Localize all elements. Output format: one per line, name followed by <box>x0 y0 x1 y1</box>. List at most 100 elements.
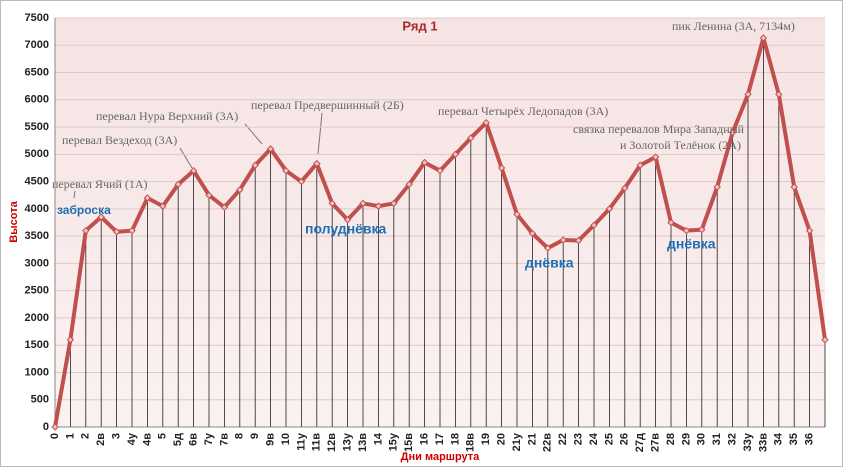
x-tick-label: 20 <box>496 433 508 445</box>
x-tick-label: 12в <box>326 433 338 452</box>
x-tick-label: 31 <box>711 433 723 445</box>
marker <box>497 164 506 172</box>
annotation: связка перевалов Мира Западный <box>573 122 745 136</box>
marker <box>66 336 75 344</box>
x-tick-label: 32 <box>727 433 739 445</box>
marker <box>744 90 752 99</box>
marker <box>51 423 59 431</box>
x-tick-label: 13в <box>357 433 369 452</box>
x-tick-label: 23 <box>573 433 585 445</box>
x-tick-label: 2 <box>80 433 92 439</box>
y-tick-label: 2500 <box>25 285 49 297</box>
marker <box>590 221 598 229</box>
marker <box>482 118 490 127</box>
marker <box>251 161 259 169</box>
annotation: перевал Ячий (1А) <box>52 177 148 191</box>
marker <box>205 191 213 199</box>
x-tick-label: 3 <box>111 433 123 439</box>
marker <box>651 153 660 161</box>
marker <box>636 161 644 169</box>
x-tick-label: 4у <box>126 432 138 445</box>
x-tick-label: 22в <box>542 433 554 452</box>
y-tick-label: 7500 <box>25 12 49 24</box>
marker <box>451 150 460 159</box>
x-tick-label: 29 <box>680 433 692 445</box>
x-tick-label: 2в <box>95 433 107 446</box>
x-tick-label: 21 <box>526 433 538 445</box>
x-tick-label: 33в <box>757 433 769 452</box>
note: полуднёвка <box>305 221 387 237</box>
x-tick-label: 10 <box>280 433 292 445</box>
marker <box>436 166 444 175</box>
x-tick-label: 14 <box>372 432 384 445</box>
marker <box>713 183 721 191</box>
arrow <box>317 112 323 155</box>
marker <box>667 218 675 227</box>
annotation: перевал Нура Верхний (3А) <box>96 109 238 123</box>
arrow <box>179 147 193 169</box>
marker <box>513 210 521 219</box>
note: днёвка <box>525 255 574 271</box>
y-tick-label: 6000 <box>25 94 49 106</box>
x-tick-label: 6в <box>188 433 200 446</box>
x-tick-label: 35 <box>788 433 800 445</box>
marker <box>821 336 829 344</box>
marker <box>728 128 737 137</box>
x-tick-label: 18 <box>449 433 461 445</box>
x-tick-label: 9в <box>265 433 277 446</box>
marker <box>682 226 691 235</box>
marker <box>574 236 583 245</box>
marker <box>544 244 552 252</box>
x-tick-label: 15у <box>388 432 400 451</box>
marker <box>559 236 567 244</box>
marker <box>266 145 275 153</box>
marker <box>343 216 352 224</box>
x-tick-label: 26 <box>619 433 631 445</box>
marker <box>189 166 198 175</box>
marker <box>805 226 814 235</box>
x-tick-label: 22 <box>557 433 569 445</box>
y-axis-label: Высота <box>8 200 20 242</box>
arrow <box>73 190 76 199</box>
x-tick-label: 8 <box>234 433 246 439</box>
y-tick-label: 2000 <box>25 312 49 324</box>
x-tick-label: 9 <box>249 433 261 439</box>
marker <box>97 213 105 221</box>
marker <box>390 199 398 208</box>
marker <box>467 134 475 142</box>
marker <box>328 199 336 208</box>
x-tick-label: 21у <box>511 432 523 451</box>
x-tick-label: 13у <box>342 432 354 451</box>
chart-title: Ряд 1 <box>402 18 437 33</box>
y-tick-label: 3000 <box>25 257 49 269</box>
annotation: пик Ленина (3А, 7134м) <box>672 19 795 33</box>
x-tick-label: 18в <box>465 433 477 452</box>
x-tick-label: 0 <box>49 433 61 439</box>
x-tick-label: 1 <box>64 433 76 439</box>
y-tick-label: 500 <box>31 394 49 406</box>
x-tick-label: 7в <box>218 433 230 446</box>
x-tick-label: 25 <box>603 433 615 445</box>
x-tick-label: 16 <box>419 433 431 445</box>
x-axis-label: Дни маршрута <box>401 451 481 463</box>
marker <box>112 228 121 236</box>
y-tick-label: 6500 <box>25 66 49 78</box>
y-tick-label: 5000 <box>25 148 49 160</box>
x-tick-label: 30 <box>696 433 708 445</box>
marker <box>220 203 229 211</box>
marker <box>236 186 244 194</box>
annotation: и Золотой Телёнок (2А) <box>620 138 741 152</box>
x-tick-label: 33у <box>742 432 754 451</box>
annotation: перевал Предвершинный (2Б) <box>251 98 404 112</box>
annotation: перевал Вездеход (3А) <box>62 133 177 147</box>
note: днёвка <box>667 236 716 252</box>
marker <box>420 158 429 167</box>
marker <box>790 183 798 191</box>
y-tick-label: 1000 <box>25 366 49 378</box>
marker <box>159 202 167 210</box>
marker <box>82 226 90 235</box>
marker <box>359 199 367 208</box>
y-tick-label: 0 <box>43 421 49 433</box>
marker <box>313 159 321 168</box>
